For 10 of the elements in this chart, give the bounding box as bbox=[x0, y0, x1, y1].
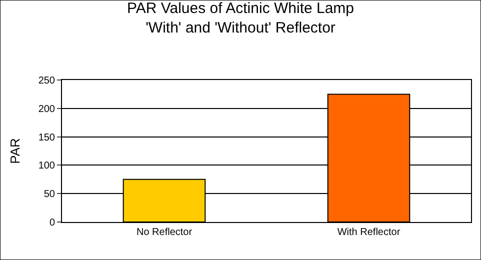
y-tick-label: 100 bbox=[38, 160, 56, 172]
x-tick-label: With Reflector bbox=[337, 227, 401, 238]
y-tick-label: 50 bbox=[44, 189, 56, 200]
y-tick-label: 150 bbox=[38, 132, 56, 144]
y-tick-label: 200 bbox=[38, 104, 56, 115]
chart-title: PAR Values of Actinic White Lamp 'With' and 'Without' Reflector bbox=[126, 0, 354, 36]
y-tick-label: 0 bbox=[49, 218, 56, 228]
x-tick-label: No Reflector bbox=[136, 227, 193, 238]
y-axis-title: PAR bbox=[7, 138, 22, 164]
y-tick-label: 250 bbox=[38, 76, 56, 86]
